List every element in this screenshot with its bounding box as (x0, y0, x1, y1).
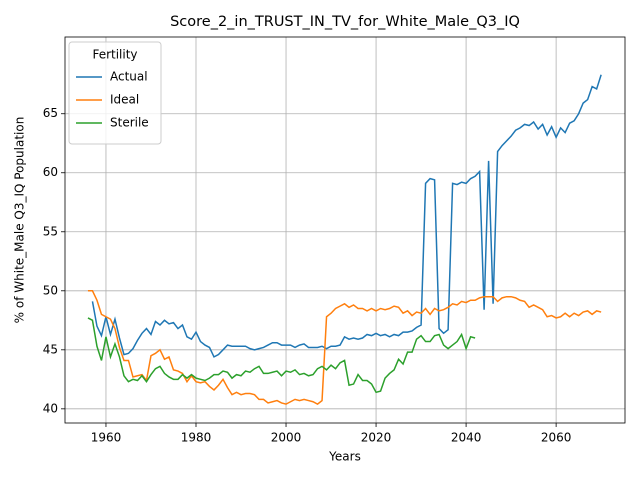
legend-label: Sterile (110, 116, 149, 130)
y-tick-label: 65 (43, 106, 58, 120)
legend-label: Ideal (110, 93, 139, 107)
y-tick-label: 55 (43, 224, 58, 238)
legend-title: Fertility (92, 48, 137, 62)
chart-title: Score_2_in_TRUST_IN_TV_for_White_Male_Q3… (170, 14, 520, 30)
data-line (91, 74, 602, 358)
data-line (87, 317, 476, 394)
x-tick-label: 2020 (361, 431, 392, 445)
x-tick-label: 2000 (271, 431, 302, 445)
x-tick-label: 2040 (451, 431, 482, 445)
data-line (87, 290, 602, 405)
y-tick-label: 50 (43, 283, 58, 297)
y-tick-label: 60 (43, 165, 58, 179)
plot-frame (64, 36, 626, 424)
x-tick-label: 1960 (91, 431, 122, 445)
y-tick-label: 45 (43, 342, 58, 356)
legend-box (68, 41, 162, 145)
x-tick-label: 2060 (541, 431, 572, 445)
x-axis-label: Years (328, 450, 361, 464)
x-tick-label: 1980 (181, 431, 212, 445)
legend-label: Actual (110, 70, 148, 84)
y-axis-label: % of White_Male Q3_IQ Population (13, 117, 27, 324)
y-tick-label: 40 (43, 401, 58, 415)
